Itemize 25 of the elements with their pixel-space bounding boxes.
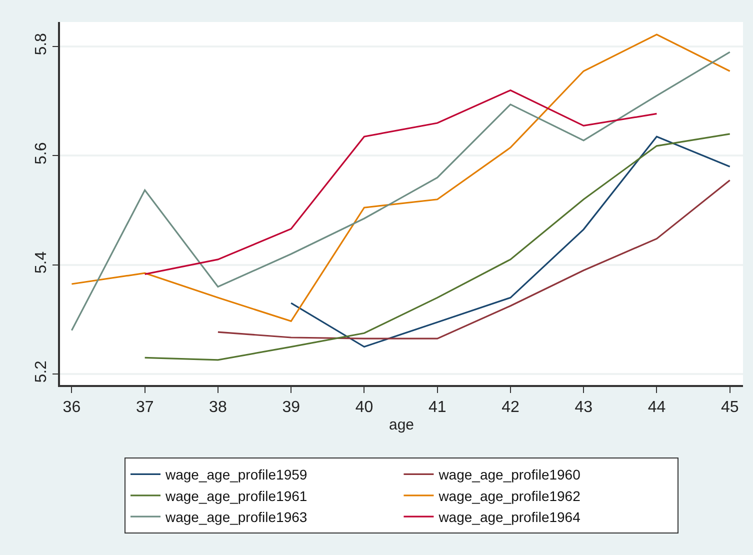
line-series — [290, 136, 731, 348]
x-tick-label: 41 — [428, 398, 446, 416]
legend-label: wage_age_profile1964 — [438, 509, 581, 526]
legend-label: wage_age_profile1963 — [164, 509, 308, 526]
legend-label: wage_age_profile1959 — [164, 466, 308, 483]
line-series — [144, 133, 731, 361]
line-series — [144, 89, 658, 275]
line-series — [217, 180, 731, 340]
x-tick-label: 43 — [574, 398, 593, 416]
x-tick-label: 38 — [209, 398, 227, 416]
y-tick-label: 5.8 — [32, 32, 50, 56]
y-tick-label: 5.2 — [32, 360, 50, 383]
y-tick-label: 5.4 — [32, 251, 50, 274]
x-tick-label: 45 — [720, 398, 739, 416]
legend-label: wage_age_profile1962 — [438, 488, 581, 504]
legend-label: wage_age_profile1961 — [164, 488, 308, 504]
x-tick-label: 42 — [502, 398, 520, 416]
legend-label: wage_age_profile1960 — [438, 466, 581, 483]
y-tick-label: 5.6 — [32, 142, 50, 164]
x-tick-label: 36 — [62, 398, 81, 416]
x-tick-label: 37 — [136, 398, 154, 416]
x-tick-label: 44 — [648, 398, 666, 416]
x-tick-label: 39 — [282, 398, 300, 416]
x-axis-title: age — [388, 416, 414, 434]
x-tick-label: 40 — [355, 398, 374, 416]
